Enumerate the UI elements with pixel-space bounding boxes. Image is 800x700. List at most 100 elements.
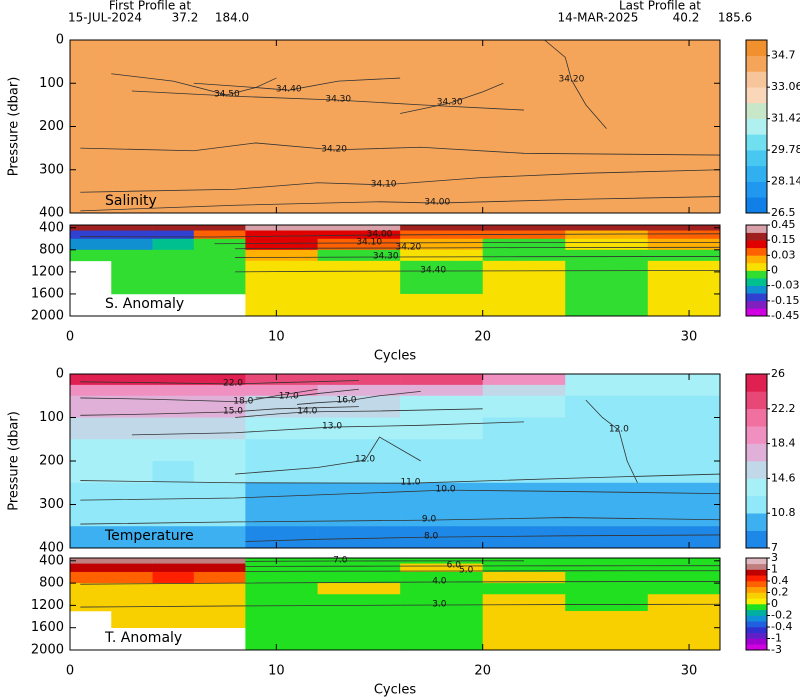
- contour-line: [80, 196, 721, 212]
- y-tick-label: 1200: [31, 264, 64, 279]
- colorbar-label: 18.4: [771, 437, 796, 450]
- cell: [400, 395, 483, 418]
- cell: [400, 238, 483, 251]
- contour-label: 8.0: [424, 532, 439, 542]
- cell: [647, 571, 721, 584]
- cell: [111, 417, 153, 440]
- colorbar-band: [746, 278, 767, 286]
- cell: [565, 594, 649, 612]
- cell: [152, 563, 195, 573]
- cell: [565, 40, 649, 84]
- y-tick-label: 2000: [31, 309, 64, 324]
- cell: [70, 594, 112, 612]
- cell: [317, 526, 401, 549]
- colorbar-label: 0.15: [771, 233, 796, 246]
- colorbar-band: [746, 232, 767, 241]
- contour-line: [80, 233, 721, 238]
- y-tick-label: 0: [56, 33, 64, 48]
- cell: [565, 230, 649, 240]
- colorbar-label: -3: [771, 643, 782, 656]
- colorbar-label: 1: [771, 563, 778, 576]
- cell: [193, 230, 246, 240]
- cell: [482, 40, 566, 84]
- cell: [482, 417, 566, 440]
- contour-line: [80, 581, 721, 585]
- first-date: 15-JUL-2024: [68, 11, 142, 25]
- cell: [565, 384, 649, 397]
- cell: [111, 40, 153, 84]
- cell: [482, 238, 566, 251]
- colorbar-label: 31.42: [771, 112, 800, 125]
- cell: [152, 40, 195, 84]
- contour-label: 34.50: [214, 89, 240, 99]
- first-lon: 184.0: [215, 11, 249, 25]
- contour-label: 34.30: [373, 251, 399, 261]
- colorbar-label: -0.2: [771, 609, 792, 622]
- colorbar-band: [746, 443, 767, 462]
- cell: [482, 482, 566, 505]
- cell: [70, 504, 112, 527]
- cell: [400, 439, 483, 462]
- cell: [647, 374, 721, 386]
- contour-label: 34.20: [396, 242, 422, 252]
- colorbar-label: 7: [771, 541, 778, 554]
- cell: [245, 260, 318, 278]
- contour-line: [255, 388, 359, 399]
- colorbar-band: [746, 240, 767, 249]
- cell: [647, 583, 721, 595]
- colorbar-label: 22.2: [771, 402, 796, 415]
- cell: [400, 627, 483, 651]
- contour-label: 34.30: [325, 95, 351, 105]
- cell: [647, 249, 721, 262]
- colorbar-label: 0: [771, 597, 778, 610]
- cell: [245, 526, 318, 549]
- cell: [245, 594, 318, 612]
- cell: [70, 40, 112, 84]
- colorbar-band: [746, 615, 767, 622]
- cell: [193, 558, 246, 564]
- colorbar-band: [746, 197, 767, 214]
- colorbar-label: 29.78: [771, 143, 800, 156]
- contour-label: 12.0: [609, 425, 629, 435]
- cell: [317, 374, 401, 386]
- contour-line: [80, 406, 359, 416]
- cell: [482, 225, 566, 231]
- colorbar-label: -0.4: [771, 620, 792, 633]
- x-tick-label: 10: [268, 330, 285, 345]
- cell: [317, 417, 401, 440]
- y-tick-label: 100: [39, 76, 64, 91]
- cell: [193, 439, 246, 462]
- cell: [111, 374, 153, 386]
- cell: [482, 83, 566, 127]
- contour-line: [131, 90, 524, 111]
- cell: [647, 439, 721, 462]
- contour-line: [131, 421, 524, 436]
- colorbar-label: 0.2: [771, 586, 789, 599]
- cell: [245, 238, 318, 251]
- contour-line: [80, 603, 721, 608]
- contour-label: 34.30: [437, 98, 463, 108]
- colorbar-label: 0.4: [771, 574, 789, 587]
- cell: [70, 225, 112, 231]
- contour-label: 34.00: [367, 229, 393, 239]
- cell: [647, 610, 721, 628]
- cell: [245, 610, 318, 628]
- cell: [647, 277, 721, 295]
- cell: [152, 461, 195, 484]
- colorbar-band: [746, 118, 767, 135]
- y-axis-label: Pressure (dbar): [7, 411, 22, 511]
- cell: [647, 395, 721, 418]
- cell: [111, 439, 153, 462]
- cell: [647, 594, 721, 612]
- cell: [647, 230, 721, 240]
- contour-line: [80, 169, 721, 193]
- cell: [245, 571, 318, 584]
- cell: [193, 40, 246, 84]
- panel-label: S. Anomaly: [105, 296, 184, 312]
- colorbar-band: [746, 262, 767, 271]
- cell: [70, 461, 112, 484]
- colorbar-label: -1: [771, 632, 782, 645]
- cell: [565, 260, 649, 278]
- colorbar-label: -0.15: [771, 294, 799, 307]
- cell: [647, 417, 721, 440]
